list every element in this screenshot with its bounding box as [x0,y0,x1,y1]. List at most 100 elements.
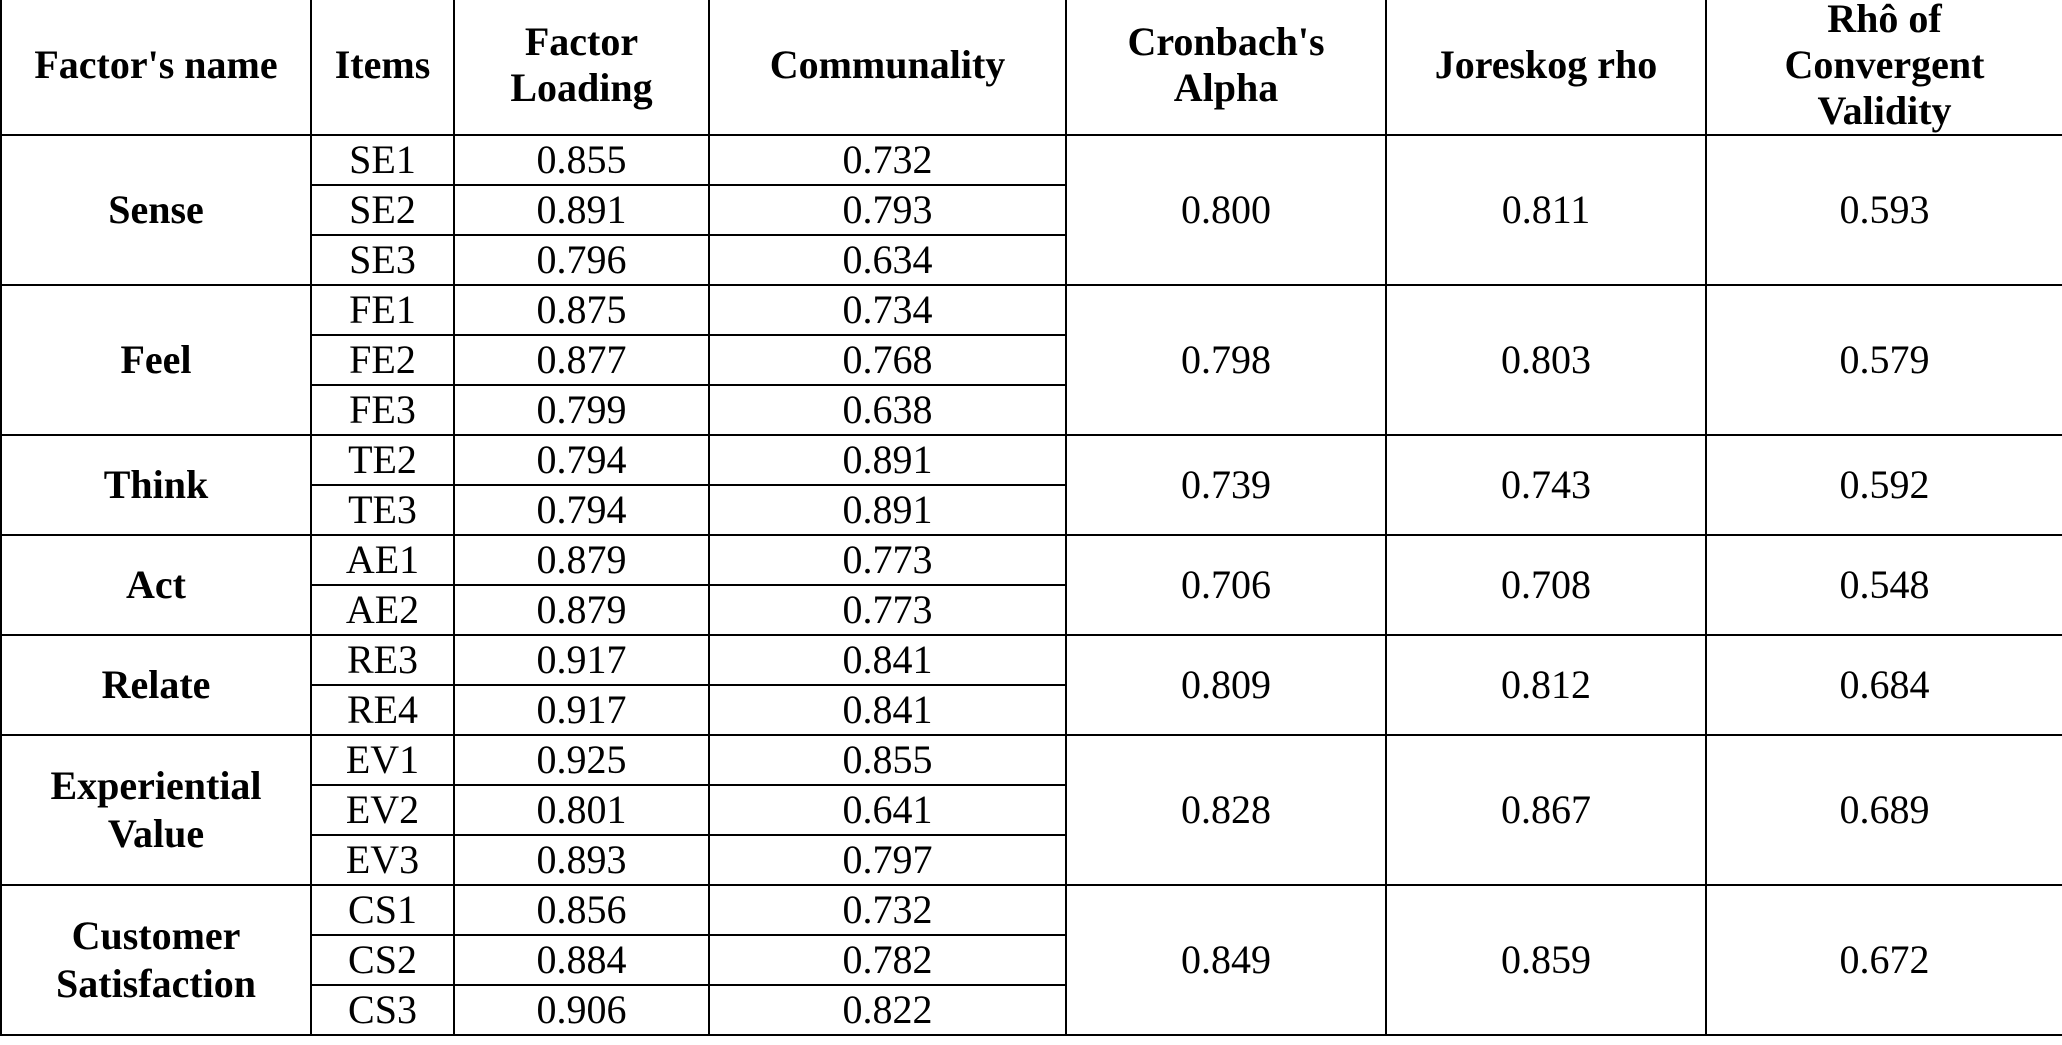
item-cell: AE1 [310,534,455,586]
header-label: Rhô of Convergent Validity [1784,0,1985,133]
header-label: Items [334,42,431,87]
header-label: Communality [769,42,1006,87]
communality-cell: 0.734 [708,284,1067,336]
header-factor-loading: Factor Loading [453,0,710,136]
factor-name-cell: Customer Satisfaction [0,884,312,1036]
table-row: FE3 0.799 0.638 [1,384,2062,436]
item-cell: AE2 [310,584,455,636]
communality-cell: 0.822 [708,984,1067,1036]
factor-name-cell: Sense [0,134,312,286]
table-row: TE3 0.794 0.891 [1,484,2062,536]
table-row: EV2 0.801 0.641 [1,784,2062,836]
factor-loading-cell: 0.884 [453,934,710,986]
communality-cell: 0.641 [708,784,1067,836]
table-body: Sense SE1 0.855 0.732 0.800 0.811 0.593 SE2 0.89… [0,134,2062,1036]
table-row: Relate RE3 0.917 0.841 0.809 0.812 0.684 [0,634,2062,736]
communality-cell: 0.793 [708,184,1067,236]
factor-loading-cell: 0.794 [453,484,710,536]
header-label: Factor Loading [510,19,653,110]
item-cell: EV2 [310,784,455,836]
communality-cell: 0.891 [708,484,1067,536]
item-cell: CS1 [310,884,455,936]
factor-name-cell: Feel [0,284,312,436]
header-items: Items [310,0,455,136]
factor-loading-cell: 0.893 [453,834,710,886]
factor-loading-cell: 0.917 [453,684,710,736]
item-cell: CS2 [310,934,455,986]
factor-loading-cell: 0.794 [453,434,710,486]
factor-name-cell: Experiential Value [0,734,312,886]
communality-cell: 0.855 [708,734,1067,786]
factor-loading-cell: 0.891 [453,184,710,236]
header-convergent-validity: Rhô of Convergent Validity [1705,0,2062,136]
communality-cell: 0.768 [708,334,1067,386]
item-cell: SE2 [310,184,455,236]
joreskog-rho-cell: 0.803 [1385,284,1707,436]
factor-loading-cell: 0.875 [453,284,710,336]
table-row: CS3 0.906 0.822 [1,984,2062,1036]
factor-name-cell: Act [0,534,312,636]
cronbach-alpha-cell: 0.849 [1065,884,1387,1036]
factor-loading-cell: 0.925 [453,734,710,786]
convergent-validity-cell: 0.684 [1705,634,2062,736]
joreskog-rho-cell: 0.859 [1385,884,1707,1036]
item-cell: FE2 [310,334,455,386]
cronbach-alpha-cell: 0.800 [1065,134,1387,286]
factor-loading-cell: 0.917 [453,634,710,686]
item-cell: SE3 [310,234,455,286]
factor-name-cell: Think [0,434,312,536]
table-row: SE3 0.796 0.634 [1,234,2062,286]
table-row: Think TE2 0.794 0.891 0.739 0.743 0.592 [0,434,2062,536]
communality-cell: 0.732 [708,134,1067,186]
item-cell: TE3 [310,484,455,536]
convergent-validity-cell: 0.593 [1705,134,2062,286]
item-cell: TE2 [310,434,455,486]
communality-cell: 0.797 [708,834,1067,886]
convergent-validity-cell: 0.579 [1705,284,2062,436]
table-row: SE2 0.891 0.793 [1,184,2062,236]
convergent-validity-cell: 0.672 [1705,884,2062,1036]
cronbach-alpha-cell: 0.739 [1065,434,1387,536]
factor-loading-cell: 0.879 [453,584,710,636]
cronbach-alpha-cell: 0.828 [1065,734,1387,886]
item-cell: RE3 [310,634,455,686]
cronbach-alpha-cell: 0.809 [1065,634,1387,736]
table-row: AE2 0.879 0.773 [1,584,2062,636]
header-label: Joreskog rho [1434,42,1658,87]
item-cell: SE1 [310,134,455,186]
factor-loading-cell: 0.856 [453,884,710,936]
communality-cell: 0.732 [708,884,1067,936]
item-cell: RE4 [310,684,455,736]
cronbach-alpha-cell: 0.798 [1065,284,1387,436]
cronbach-alpha-cell: 0.706 [1065,534,1387,636]
header-row: Factor's name Items Factor Loading Commun… [0,0,2062,136]
factor-name-cell: Relate [0,634,312,736]
factor-loading-cell: 0.906 [453,984,710,1036]
item-cell: FE3 [310,384,455,436]
factor-loading-cell: 0.796 [453,234,710,286]
factor-loading-cell: 0.879 [453,534,710,586]
header-joreskog-rho: Joreskog rho [1385,0,1707,136]
convergent-validity-cell: 0.592 [1705,434,2062,536]
item-cell: CS3 [310,984,455,1036]
communality-cell: 0.841 [708,634,1067,686]
joreskog-rho-cell: 0.743 [1385,434,1707,536]
communality-cell: 0.841 [708,684,1067,736]
table-row: CS2 0.884 0.782 [1,934,2062,986]
table-row: Sense SE1 0.855 0.732 0.800 0.811 0.593 [0,134,2062,286]
joreskog-rho-cell: 0.811 [1385,134,1707,286]
communality-cell: 0.773 [708,534,1067,586]
table-row: FE2 0.877 0.768 [1,334,2062,386]
communality-cell: 0.891 [708,434,1067,486]
header-factor-name: Factor's name [0,0,312,136]
table-row: RE4 0.917 0.841 [1,684,2062,736]
joreskog-rho-cell: 0.812 [1385,634,1707,736]
communality-cell: 0.773 [708,584,1067,636]
table-row: Customer Satisfaction CS1 0.856 0.732 0.849 0.… [0,884,2062,1036]
item-cell: EV1 [310,734,455,786]
factor-loading-cell: 0.877 [453,334,710,386]
table-row: EV3 0.893 0.797 [1,834,2062,886]
header-label: Cronbach's Alpha [1127,19,1325,110]
